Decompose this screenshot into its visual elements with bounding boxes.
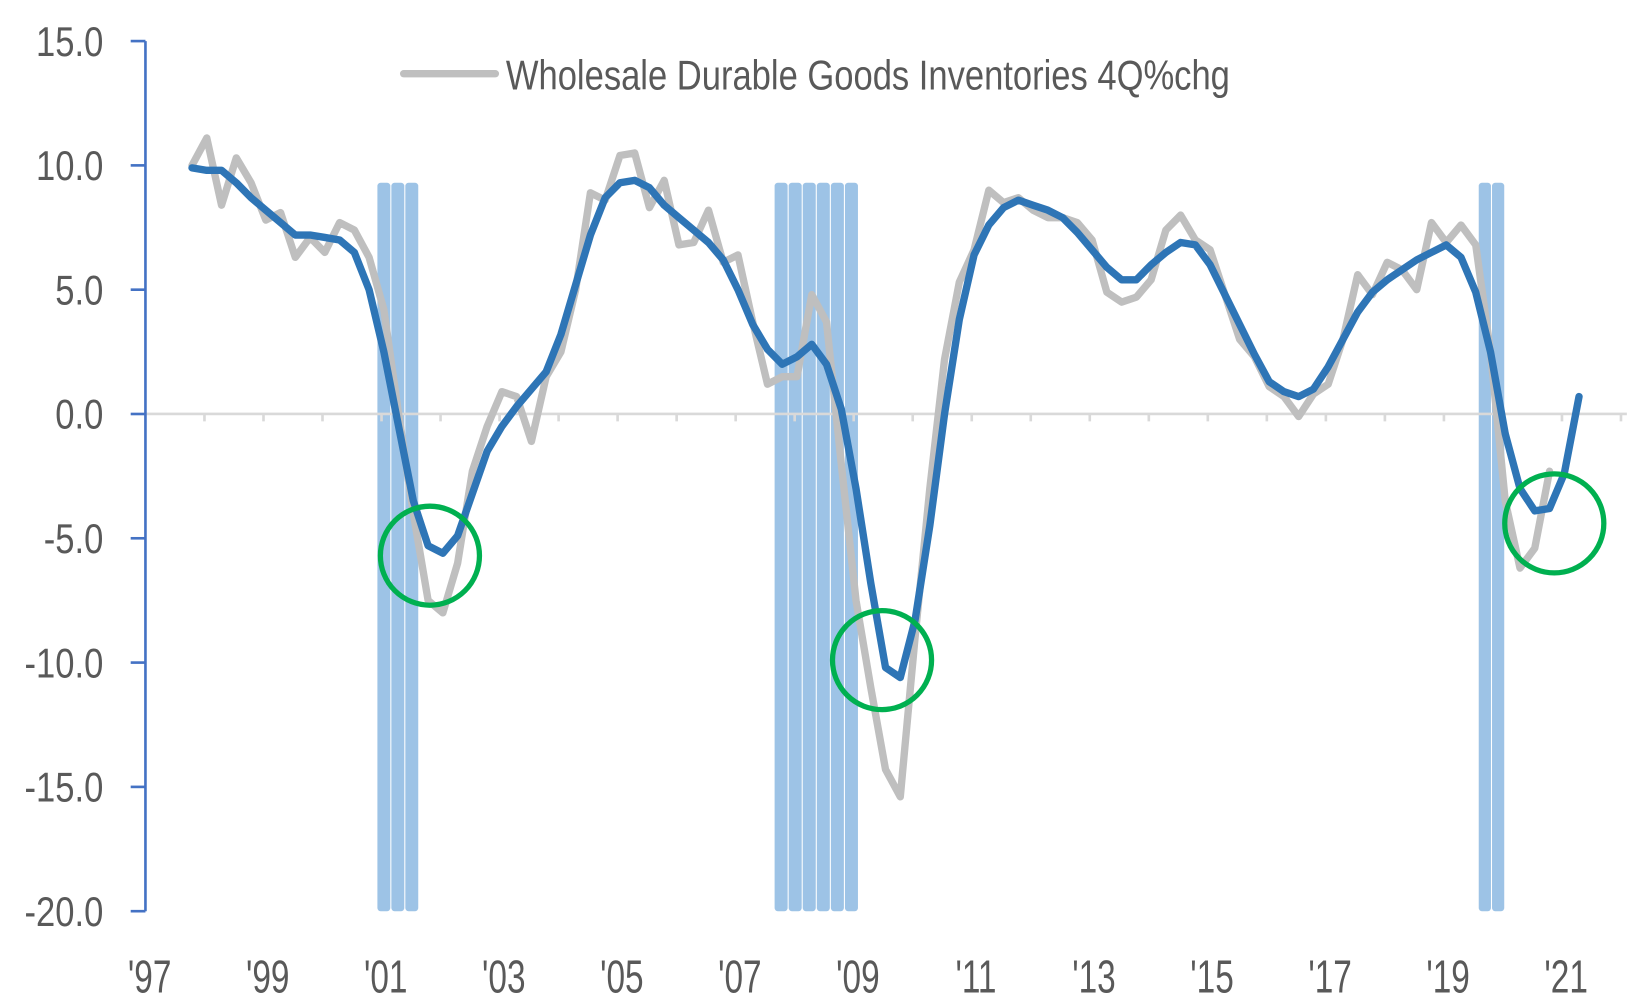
y-tick-label: -15.0	[25, 764, 104, 811]
y-tick-label: -20.0	[25, 889, 104, 936]
x-tick-label: '11	[955, 950, 996, 1003]
x-tick-label: '07	[718, 950, 762, 1003]
recession-bar	[1492, 182, 1505, 912]
x-tick-label: '05	[600, 950, 644, 1003]
x-tick-label: '03	[482, 950, 526, 1003]
x-tick-label: '17	[1308, 950, 1352, 1003]
recession-bar	[788, 182, 802, 912]
series-lines	[188, 134, 1583, 801]
recession-shading	[377, 182, 1505, 912]
x-tick-label: '99	[246, 950, 290, 1003]
trough-circle-annotation	[1502, 471, 1607, 576]
y-tick-label: 5.0	[55, 267, 103, 314]
trough-circle-annotation	[377, 503, 483, 608]
legend-label: Wholesale Durable Goods Inventories 4Q%c…	[506, 52, 1230, 99]
zero-line	[145, 412, 1627, 422]
recession-bar	[391, 182, 405, 912]
y-tick-label: 0.0	[55, 392, 103, 439]
x-axis: '97 '99 '01 '03 '05 '07 '09 '11 '13 '15 '17 '19 '21	[128, 950, 1588, 1003]
x-tick-label: '13	[1072, 950, 1116, 1003]
recession-bar	[816, 182, 830, 912]
x-tick-label: '15	[1190, 950, 1234, 1003]
x-tick-label: '19	[1426, 950, 1470, 1003]
y-tick-label: -10.0	[25, 640, 104, 687]
y-tick-label: -5.0	[44, 516, 104, 563]
annotations	[377, 471, 1607, 713]
recession-bar	[830, 182, 844, 912]
recession-bar	[1478, 182, 1491, 912]
y-tick-label: 10.0	[36, 143, 103, 190]
trough-circle-annotation	[829, 607, 935, 713]
series-line-inventories	[188, 134, 1554, 801]
y-axis: 15.0 10.0 5.0 0.0 -5.0 -10.0 -15.0 -20.0	[25, 19, 147, 936]
x-tick-label: '97	[128, 950, 172, 1003]
recession-bar	[774, 182, 788, 912]
y-tick-label: 15.0	[36, 19, 103, 66]
legend: Wholesale Durable Goods Inventories 4Q%c…	[399, 52, 1230, 99]
recession-bar	[802, 182, 816, 912]
x-tick-label: '09	[836, 950, 880, 1003]
recession-bar	[405, 182, 419, 912]
series-line-trend	[188, 164, 1583, 682]
x-tick-label: '21	[1544, 950, 1588, 1003]
x-tick-label: '01	[364, 950, 408, 1003]
